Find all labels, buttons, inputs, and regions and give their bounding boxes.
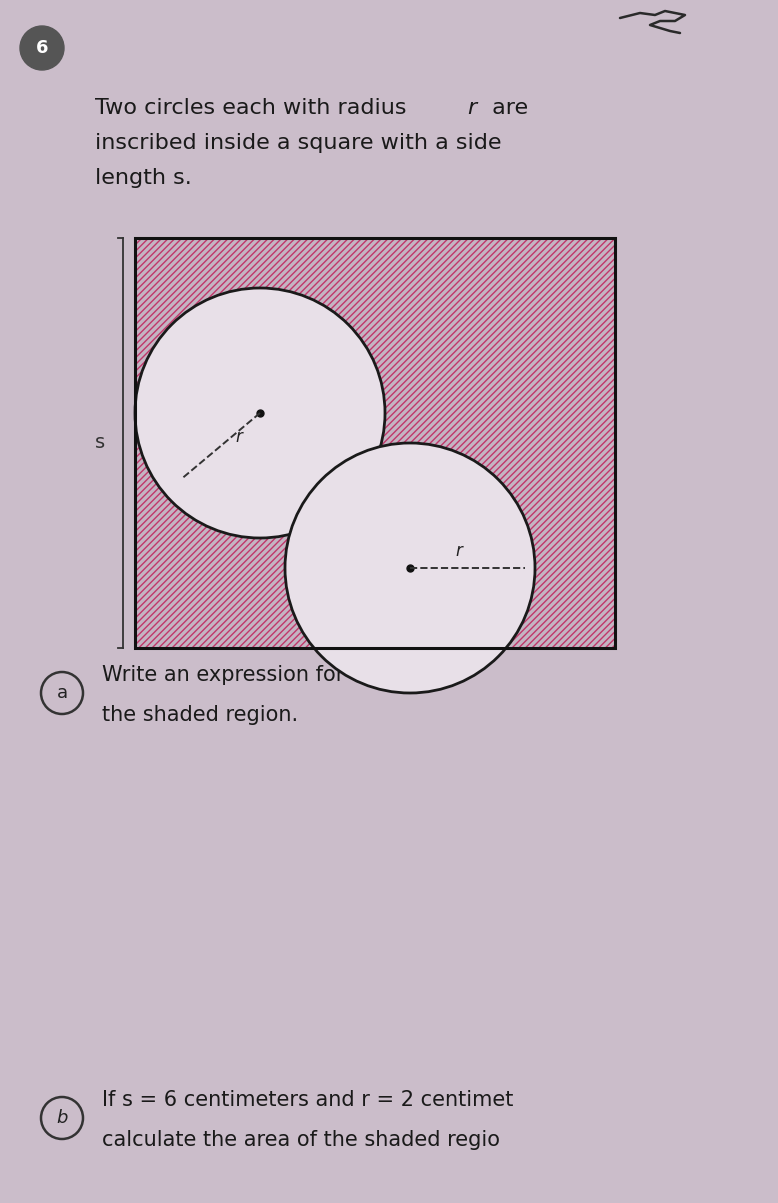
Text: 6: 6 (36, 38, 48, 57)
Text: inscribed inside a square with a side: inscribed inside a square with a side (95, 134, 502, 153)
Text: If s = 6 centimeters and r = 2 centimet: If s = 6 centimeters and r = 2 centimet (102, 1090, 513, 1110)
Circle shape (135, 288, 385, 538)
Text: r: r (235, 428, 242, 446)
Text: b: b (56, 1109, 68, 1127)
Text: r: r (467, 97, 476, 118)
Text: Two circles each with radius: Two circles each with radius (95, 97, 414, 118)
Bar (135, 238, 615, 648)
Text: calculate the area of the shaded regio: calculate the area of the shaded regio (102, 1130, 500, 1150)
Text: length s.: length s. (95, 168, 191, 188)
Text: s: s (95, 433, 105, 452)
Text: r: r (455, 543, 462, 561)
Text: a: a (57, 685, 68, 703)
Text: Write an expression for the area of: Write an expression for the area of (102, 665, 465, 685)
Bar (135, 238, 615, 648)
Bar (135, 238, 615, 648)
Text: are: are (485, 97, 528, 118)
Circle shape (285, 443, 535, 693)
Text: the shaded region.: the shaded region. (102, 705, 298, 725)
Circle shape (20, 26, 64, 70)
